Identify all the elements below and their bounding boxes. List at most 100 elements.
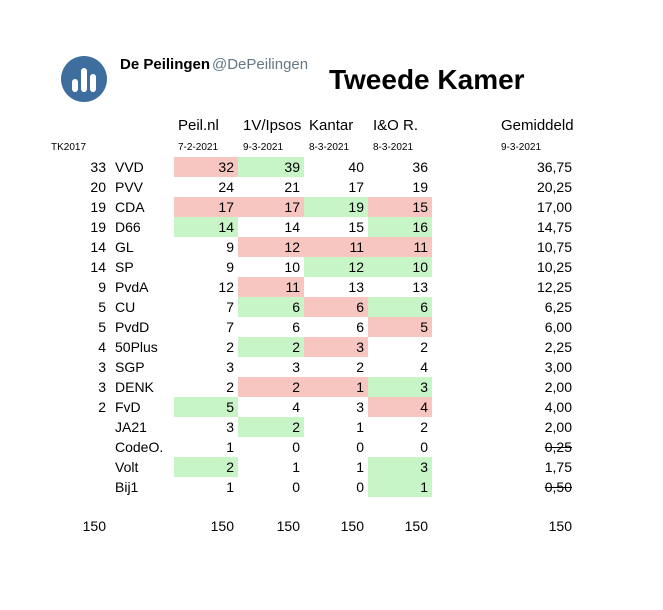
poll-value: 5: [368, 317, 432, 337]
poll-value: 12: [304, 257, 368, 277]
average-value: 36,75: [480, 157, 576, 177]
poll-value: 11: [238, 277, 304, 297]
poll-value: 3: [368, 377, 432, 397]
poll-value: 3: [368, 457, 432, 477]
average-value: 10,25: [480, 257, 576, 277]
tk2017-seats: [50, 477, 106, 497]
average-value: 4,00: [480, 397, 576, 417]
tk2017-seats: 33: [90, 159, 106, 175]
poll-value: 1: [292, 459, 300, 475]
poll-value: 2: [238, 377, 304, 397]
poll-value: 3: [226, 419, 234, 435]
poll-value: 10: [284, 259, 300, 275]
date-ipsos: 9-3-2021: [243, 142, 284, 153]
average-value: 20,25: [480, 177, 576, 197]
average-value-text: 0,50: [544, 479, 572, 495]
poll-value: 0: [292, 439, 300, 455]
poll-value: 40: [348, 159, 364, 175]
poll-value: 32: [174, 157, 238, 177]
poll-value: 39: [238, 157, 304, 177]
poll-value: 0: [356, 479, 364, 495]
poll-value: 6: [356, 319, 364, 335]
poll-value: 9: [226, 239, 234, 255]
date-kantar: 8-3-2021: [309, 142, 350, 153]
table-row: JA21 3 2 1 2 2,00: [0, 417, 663, 437]
party-name: D66: [115, 219, 141, 235]
poll-value: 10: [368, 257, 432, 277]
table-row: Volt 2 1 1 3 1,75: [0, 457, 663, 477]
poll-value: 4: [420, 359, 428, 375]
poll-value: 36: [412, 159, 428, 175]
poll-value: 19: [412, 179, 428, 195]
poll-value: 1: [226, 439, 234, 455]
poll-value: 3: [356, 399, 364, 415]
average-value-text: 10,25: [536, 259, 572, 275]
poll-value: 0: [420, 439, 428, 455]
average-value: 0,25: [480, 437, 576, 457]
total-value: 150: [340, 518, 364, 534]
poll-value: 12: [218, 279, 234, 295]
account-handle[interactable]: @DePeilingen: [212, 56, 309, 73]
total-value: 150: [404, 518, 428, 534]
table-row: 33 VVD 32 39 40 36 36,75: [0, 157, 663, 177]
tk2017-seats: 3: [98, 359, 106, 375]
average-value-text: 2,25: [544, 339, 572, 355]
table-row: 3 DENK 2 2 1 3 2,00: [0, 377, 663, 397]
tk2017-seats: 2: [98, 399, 106, 415]
average-value-text: 17,00: [536, 199, 572, 215]
average-value: 0,50: [480, 477, 576, 497]
table-row: 14 GL 9 12 11 11 10,75: [0, 237, 663, 257]
average-value-text: 4,00: [544, 399, 572, 415]
tk2017-seats: 19: [90, 199, 106, 215]
poll-value: 11: [368, 237, 432, 257]
poll-value: 2: [356, 359, 364, 375]
tk2017-seats: 5: [98, 319, 106, 335]
poll-value: 3: [226, 359, 234, 375]
average-value-text: 1,75: [544, 459, 572, 475]
pollster-kantar: Kantar: [309, 117, 354, 134]
total-value: 150: [276, 518, 300, 534]
poll-value: 2: [238, 337, 304, 357]
average-value-text: 12,25: [536, 279, 572, 295]
poll-value: 4: [292, 399, 300, 415]
poll-value: 2: [226, 339, 234, 355]
poll-value: 16: [368, 217, 432, 237]
poll-value: 17: [348, 179, 364, 195]
date-io: 8-3-2021: [373, 142, 414, 153]
party-name: PvdD: [115, 319, 150, 335]
tk2017-seats: [50, 457, 106, 477]
average-value: 2,00: [480, 417, 576, 437]
chart-bar-icon: [81, 68, 87, 92]
poll-value: 0: [292, 479, 300, 495]
tk2017-seats: 19: [90, 219, 106, 235]
account-name[interactable]: De Peilingen: [120, 56, 211, 73]
party-name: 50Plus: [115, 339, 158, 355]
poll-value: 1: [226, 479, 234, 495]
tk2017-seats: [50, 437, 106, 457]
page-title: Tweede Kamer: [329, 64, 525, 95]
poll-value: 6: [368, 297, 432, 317]
table-row: Bij1 1 0 0 1 0,50: [0, 477, 663, 497]
table-row: 2 FvD 5 4 3 4 4,00: [0, 397, 663, 417]
party-name: CDA: [115, 199, 145, 215]
tk2017-seats: 9: [98, 279, 106, 295]
poll-value: 0: [356, 439, 364, 455]
poll-value: 2: [420, 339, 428, 355]
poll-value: 1: [356, 459, 364, 475]
average-header: Gemiddeld: [501, 117, 574, 134]
chart-bar-icon: [90, 74, 96, 92]
average-value-text: 36,75: [536, 159, 572, 175]
party-name: PVV: [115, 179, 144, 195]
poll-value: 12: [238, 237, 304, 257]
avatar[interactable]: [61, 56, 107, 102]
average-value: 14,75: [480, 217, 576, 237]
poll-value: 2: [420, 419, 428, 435]
average-value-text: 10,75: [536, 239, 572, 255]
average-value-text: 14,75: [536, 219, 572, 235]
party-name: JA21: [115, 419, 147, 435]
party-name: PvdA: [115, 279, 149, 295]
party-name: CodeO.: [115, 439, 164, 455]
table-row: 5 PvdD 7 6 6 5 6,00: [0, 317, 663, 337]
totals-row: 150 150 150 150 150 150: [0, 516, 663, 536]
poll-value: 3: [304, 337, 368, 357]
